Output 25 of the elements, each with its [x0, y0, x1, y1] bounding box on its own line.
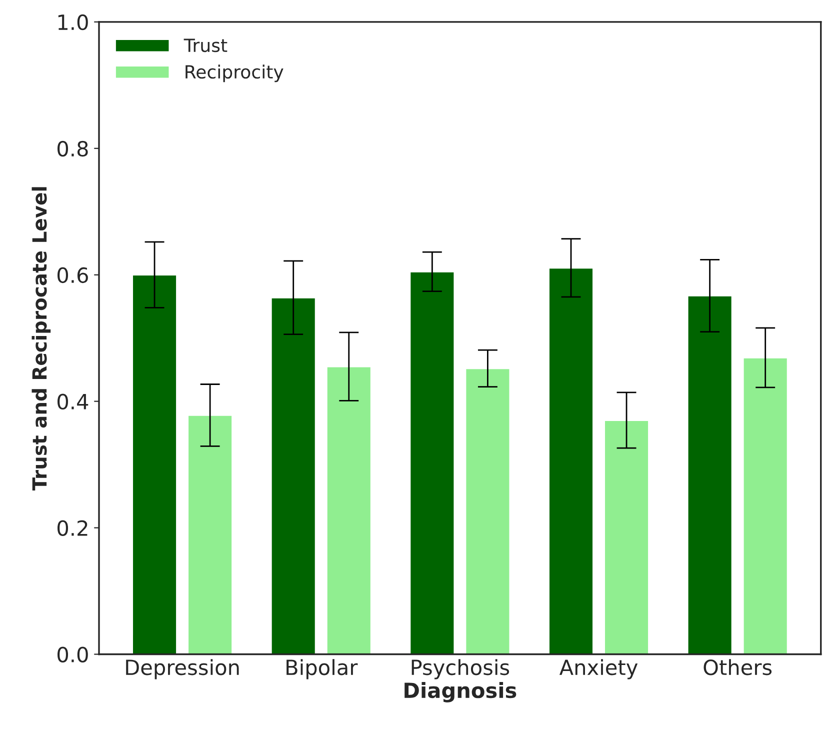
x-tick-label: Anxiety	[559, 659, 638, 680]
bar	[548, 267, 594, 654]
bar	[686, 295, 733, 654]
bar	[464, 368, 511, 654]
x-tick-label: Depression	[126, 659, 239, 680]
legend-label: Reciprocity	[186, 64, 284, 82]
y-tick-label: 0.6	[58, 267, 88, 284]
y-tick-label: 0.8	[58, 140, 88, 157]
x-tick-label: Psychosis	[412, 659, 510, 680]
y-tick-label: 1.0	[58, 14, 88, 30]
bar	[409, 271, 456, 654]
y-tick-label: 0.4	[58, 394, 88, 410]
bar	[742, 356, 788, 654]
y-tick-label: 0.2	[58, 520, 88, 536]
y-tick-label: 0.0	[58, 646, 88, 662]
x-tick-label: Others	[704, 659, 772, 676]
legend-label: Trust	[184, 38, 228, 52]
x-axis-title: Diagnosis	[404, 682, 516, 702]
y-axis-title: Trust and Reciprocate Level	[32, 187, 51, 491]
bar	[270, 296, 316, 654]
x-tick-label: Bipolar	[286, 659, 358, 680]
bar	[604, 420, 650, 654]
bar	[132, 274, 178, 654]
bar	[187, 414, 233, 654]
bar	[326, 366, 372, 654]
